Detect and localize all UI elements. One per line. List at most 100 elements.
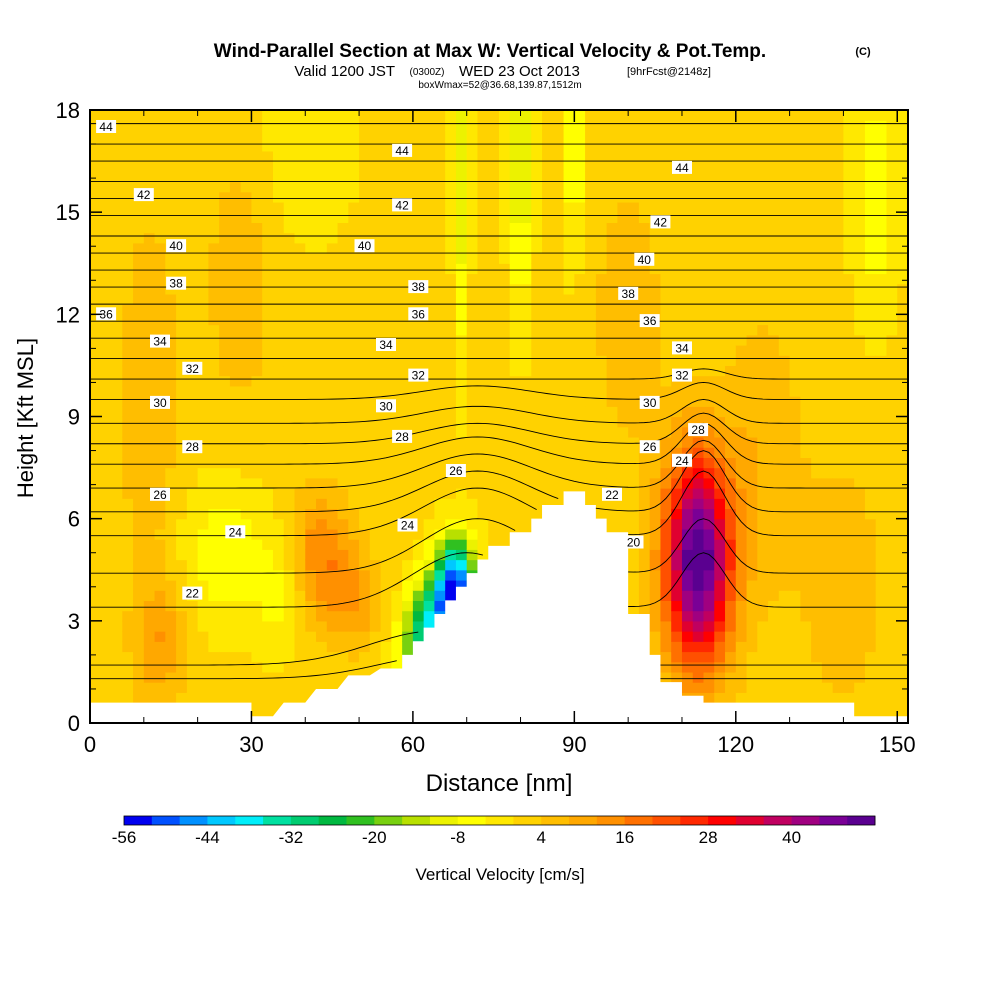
velocity-cell [531, 447, 543, 458]
velocity-cell [681, 110, 694, 121]
velocity-cell [455, 416, 468, 428]
velocity-cell [821, 559, 834, 571]
velocity-cell [552, 201, 565, 213]
velocity-cell [165, 528, 177, 540]
velocity-cell [875, 293, 888, 305]
velocity-cell [778, 508, 791, 520]
colorbar: -56 -44 -32 -20 -8 4 16 28 40 [112, 815, 876, 847]
velocity-cell [477, 365, 489, 377]
velocity-cell [606, 314, 618, 326]
velocity-cell [509, 436, 522, 448]
velocity-cell [552, 477, 565, 489]
velocity-cell [229, 671, 242, 683]
velocity-cell [821, 283, 834, 295]
velocity-cell [714, 334, 726, 346]
theta-label-box [225, 525, 246, 539]
velocity-cell [305, 201, 317, 213]
velocity-cell [552, 181, 565, 193]
velocity-cell [283, 212, 296, 223]
velocity-cell [369, 590, 382, 601]
velocity-cell [703, 201, 715, 213]
velocity-cell [208, 436, 220, 448]
velocity-cell [585, 140, 597, 152]
velocity-cell [294, 508, 306, 520]
velocity-cell [176, 569, 188, 581]
velocity-cell [574, 304, 586, 315]
velocity-cell [886, 528, 898, 540]
velocity-cell [800, 579, 812, 591]
velocity-cell [714, 201, 726, 213]
velocity-cell [886, 488, 898, 499]
velocity-cell [725, 375, 737, 387]
velocity-cell [186, 498, 199, 510]
velocity-cell [90, 242, 102, 254]
velocity-cell [606, 120, 618, 132]
velocity-cell [380, 385, 392, 397]
velocity-cell [638, 201, 651, 213]
velocity-cell [714, 539, 726, 550]
velocity-cell [638, 304, 651, 315]
velocity-cell [154, 406, 166, 418]
velocity-cell [800, 365, 812, 377]
velocity-cell [735, 344, 748, 356]
velocity-cell [864, 539, 877, 550]
velocity-cell [617, 344, 629, 356]
velocity-cell [229, 518, 242, 530]
velocity-cell [122, 130, 134, 142]
velocity-cell [832, 447, 845, 458]
velocity-cell [434, 416, 446, 428]
velocity-cell [617, 508, 629, 520]
velocity-cell [229, 508, 242, 520]
velocity-cell [725, 528, 737, 540]
velocity-cell [294, 314, 306, 326]
velocity-cell [176, 130, 188, 142]
velocity-cell [434, 457, 446, 469]
velocity-cell [326, 212, 339, 223]
velocity-cell [391, 334, 403, 346]
velocity-cell [649, 467, 662, 479]
velocity-cell [768, 242, 780, 254]
velocity-cell [552, 375, 565, 387]
velocity-cell [574, 293, 586, 305]
velocity-cell [821, 273, 834, 285]
velocity-cell [412, 467, 425, 479]
velocity-cell [800, 600, 812, 612]
velocity-cell [208, 212, 220, 223]
velocity-cell [423, 539, 436, 550]
velocity-cell [725, 396, 737, 407]
velocity-cell [520, 304, 532, 315]
velocity-cell [811, 365, 823, 377]
velocity-cell [649, 273, 662, 285]
velocity-cell [552, 273, 565, 285]
velocity-cell [832, 242, 845, 254]
theta-label: 28 [395, 430, 409, 444]
velocity-cell [380, 283, 392, 295]
colorbar-frame [123, 815, 876, 826]
velocity-cell [380, 191, 392, 203]
velocity-cell [197, 426, 209, 438]
velocity-cell [681, 447, 694, 458]
velocity-cell [208, 355, 220, 367]
velocity-cell [262, 130, 274, 142]
velocity-cell [176, 334, 188, 346]
velocity-cell [402, 539, 414, 550]
velocity-cell [251, 344, 263, 356]
velocity-cell [768, 140, 780, 152]
velocity-cell [434, 120, 446, 132]
velocity-cell [789, 406, 801, 418]
velocity-cell [90, 559, 102, 571]
colorbar-swatch [235, 816, 264, 825]
velocity-cell [90, 385, 102, 397]
velocity-cell [219, 682, 231, 693]
velocity-cell [628, 232, 640, 244]
velocity-cell [714, 457, 726, 469]
velocity-cell [628, 273, 640, 285]
velocity-cell [391, 457, 403, 469]
velocity-cell [111, 181, 123, 193]
velocity-cell [262, 355, 274, 367]
velocity-cell [90, 273, 102, 285]
velocity-cell [434, 518, 446, 530]
velocity-cell [735, 171, 748, 183]
velocity-cell [165, 671, 177, 683]
velocity-cell [477, 324, 489, 336]
